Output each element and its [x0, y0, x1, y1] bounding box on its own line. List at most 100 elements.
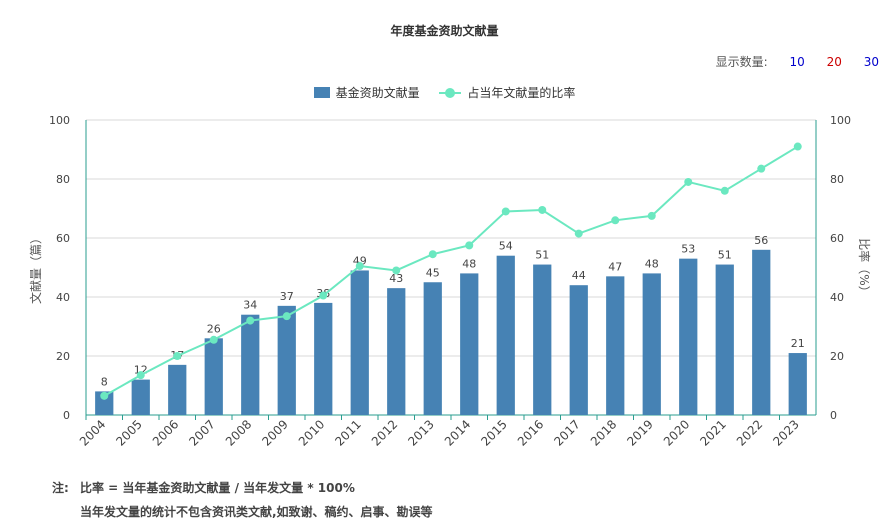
x-tick-label: 2004	[77, 417, 108, 448]
ratio-point	[392, 266, 401, 275]
bar	[679, 258, 698, 415]
bar	[423, 282, 442, 415]
legend-line-swatch	[439, 87, 462, 98]
note-label: 注:	[52, 481, 69, 495]
bar-value-label: 26	[207, 322, 221, 335]
bar-value-label: 45	[426, 266, 440, 279]
bar-value-label: 37	[280, 290, 294, 303]
ratio-point	[720, 186, 729, 195]
ratio-point	[501, 207, 510, 216]
bar	[606, 276, 625, 415]
x-tick-label: 2012	[369, 417, 400, 448]
bar	[569, 285, 588, 415]
display-count-option-30[interactable]: 30	[863, 55, 879, 69]
bar	[241, 314, 260, 415]
bar-value-label: 56	[754, 234, 768, 247]
bar-value-label: 48	[462, 257, 476, 270]
bar-value-label: 51	[535, 249, 549, 262]
y-tick-label: 100	[49, 114, 70, 127]
ratio-point	[757, 164, 766, 173]
bar	[95, 391, 114, 415]
ratio-point	[136, 371, 145, 380]
ratio-point	[428, 250, 437, 259]
ratio-point	[100, 391, 109, 400]
bar	[788, 353, 807, 415]
note-line-1: 注: 比率 = 当年基金资助文献量 / 当年发文量 * 100%	[52, 476, 433, 500]
ratio-point	[647, 211, 656, 220]
bar-value-label: 34	[243, 299, 257, 312]
x-tick-label: 2014	[442, 417, 473, 448]
bar-value-label: 53	[681, 243, 695, 256]
display-count-option-10[interactable]: 10	[789, 55, 805, 69]
ratio-point	[209, 335, 218, 344]
bar	[168, 364, 187, 415]
ratio-point	[684, 177, 693, 186]
legend-line-label: 占当年文献量的比率	[467, 86, 576, 100]
x-tick-label: 2007	[186, 417, 217, 448]
x-tick-label: 2020	[661, 417, 692, 448]
display-count-option-20[interactable]: 20	[826, 55, 842, 69]
bar	[533, 264, 552, 415]
x-tick-label: 2013	[405, 417, 436, 448]
ratio-point	[538, 205, 547, 214]
y2-tick-label: 80	[830, 173, 844, 186]
x-tick-label: 2019	[624, 417, 655, 448]
display-count-label: 显示数量:	[715, 55, 768, 69]
y-axis-title: 文献量（篇）	[28, 232, 43, 304]
ratio-point	[246, 316, 255, 325]
bar-value-label: 47	[608, 260, 622, 273]
bar	[204, 338, 223, 415]
y-tick-label: 40	[56, 291, 70, 304]
bar-value-label: 43	[389, 272, 403, 285]
x-tick-label: 2022	[734, 417, 765, 448]
legend-item-line-series[interactable]: 占当年文献量的比率	[439, 84, 575, 101]
x-tick-label: 2017	[551, 417, 582, 448]
ratio-point	[319, 291, 328, 300]
ratio-point	[465, 241, 474, 250]
bar	[387, 288, 406, 415]
bar	[350, 270, 369, 415]
x-tick-label: 2018	[588, 417, 619, 448]
bar	[314, 302, 333, 415]
display-count-control: 显示数量: 10 20 30	[716, 53, 879, 70]
bar	[131, 379, 150, 415]
y2-tick-label: 60	[830, 232, 844, 245]
x-tick-label: 2006	[150, 417, 181, 448]
legend-bar-label: 基金资助文献量	[335, 86, 420, 100]
ratio-point	[611, 216, 620, 225]
y2-tick-label: 100	[830, 114, 851, 127]
ratio-point	[282, 312, 291, 321]
bar-value-label: 8	[101, 375, 108, 388]
bar-value-label: 54	[499, 240, 513, 253]
x-tick-label: 2015	[478, 417, 509, 448]
bar	[715, 264, 734, 415]
x-tick-label: 2005	[113, 417, 144, 448]
y2-axis-title: 比率（%）	[857, 238, 872, 297]
x-tick-label: 2023	[770, 417, 801, 448]
chart-legend: 基金资助文献量 占当年文献量的比率	[0, 84, 889, 101]
chart-notes: 注: 比率 = 当年基金资助文献量 / 当年发文量 * 100% 当年发文量的统计…	[52, 476, 433, 524]
legend-item-bar-series[interactable]: 基金资助文献量	[313, 84, 420, 101]
bar	[277, 305, 296, 415]
bar	[752, 249, 771, 415]
legend-bar-swatch	[313, 87, 330, 98]
ratio-point	[793, 142, 802, 151]
ratio-line	[103, 145, 799, 397]
x-tick-label: 2009	[259, 417, 290, 448]
y-tick-label: 0	[63, 409, 70, 422]
y-tick-label: 60	[56, 232, 70, 245]
ratio-point	[173, 352, 182, 360]
note-line-2: 当年发文量的统计不包含资讯类文献,如致谢、稿约、启事、勘误等	[80, 505, 433, 519]
ratio-point	[574, 229, 583, 238]
x-tick-label: 2016	[515, 417, 546, 448]
bar-value-label: 44	[572, 269, 586, 282]
bar-value-label: 21	[791, 337, 805, 350]
x-tick-label: 2010	[296, 417, 327, 448]
chart-title: 年度基金资助文献量	[390, 24, 499, 38]
y2-tick-label: 40	[830, 291, 844, 304]
ratio-point	[355, 262, 364, 271]
y-tick-label: 20	[56, 350, 70, 363]
y2-tick-label: 20	[830, 350, 844, 363]
x-tick-label: 2008	[223, 417, 254, 448]
